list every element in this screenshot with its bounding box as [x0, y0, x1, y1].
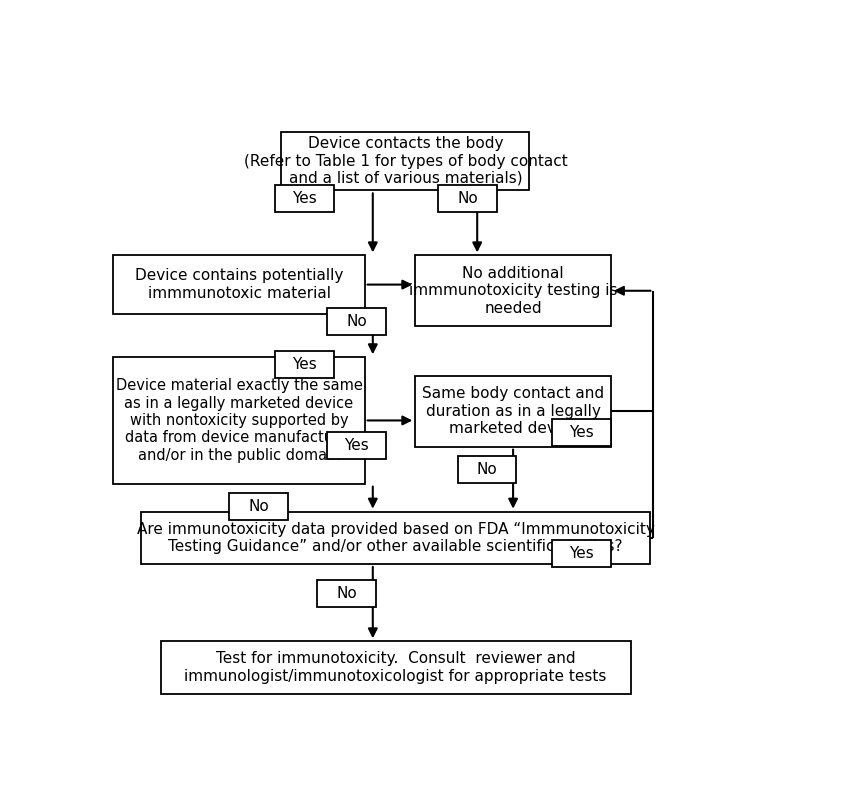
Text: No additional
immmunotoxicity testing is
needed: No additional immmunotoxicity testing is…: [409, 266, 617, 316]
FancyBboxPatch shape: [114, 255, 365, 314]
FancyBboxPatch shape: [328, 431, 386, 459]
Text: Yes: Yes: [292, 358, 317, 372]
FancyBboxPatch shape: [141, 512, 650, 564]
FancyBboxPatch shape: [552, 419, 611, 447]
FancyBboxPatch shape: [438, 184, 497, 212]
Text: No: No: [477, 462, 498, 477]
Text: Device contacts the body
(Refer to Table 1 for types of body contact
and a list : Device contacts the body (Refer to Table…: [243, 136, 568, 186]
FancyBboxPatch shape: [274, 184, 333, 212]
Text: No: No: [457, 191, 477, 205]
FancyBboxPatch shape: [161, 642, 631, 694]
Text: Device contains potentially
immmunotoxic material: Device contains potentially immmunotoxic…: [135, 269, 344, 301]
FancyBboxPatch shape: [552, 540, 611, 567]
Text: Yes: Yes: [569, 545, 594, 561]
Text: Test for immunotoxicity.  Consult  reviewer and
immunologist/immunotoxicologist : Test for immunotoxicity. Consult reviewe…: [184, 651, 607, 683]
FancyBboxPatch shape: [328, 308, 386, 335]
FancyBboxPatch shape: [114, 357, 365, 484]
Text: Device material exactly the same
as in a legally marketed device
with nontoxicit: Device material exactly the same as in a…: [115, 379, 362, 463]
FancyBboxPatch shape: [415, 255, 611, 326]
Text: Yes: Yes: [344, 438, 369, 452]
FancyBboxPatch shape: [281, 132, 530, 190]
Text: No: No: [336, 585, 357, 601]
FancyBboxPatch shape: [274, 351, 333, 379]
Text: No: No: [248, 500, 269, 514]
Text: Same body contact and
duration as in a legally
marketed device: Same body contact and duration as in a l…: [422, 387, 605, 436]
FancyBboxPatch shape: [317, 580, 376, 607]
FancyBboxPatch shape: [458, 456, 516, 484]
Text: No: No: [346, 314, 367, 329]
FancyBboxPatch shape: [229, 493, 288, 520]
Text: Are immunotoxicity data provided based on FDA “Immmunotoxicity
Testing Guidance”: Are immunotoxicity data provided based o…: [136, 521, 654, 554]
Text: Yes: Yes: [569, 425, 594, 440]
Text: Yes: Yes: [292, 191, 317, 205]
FancyBboxPatch shape: [415, 375, 611, 447]
